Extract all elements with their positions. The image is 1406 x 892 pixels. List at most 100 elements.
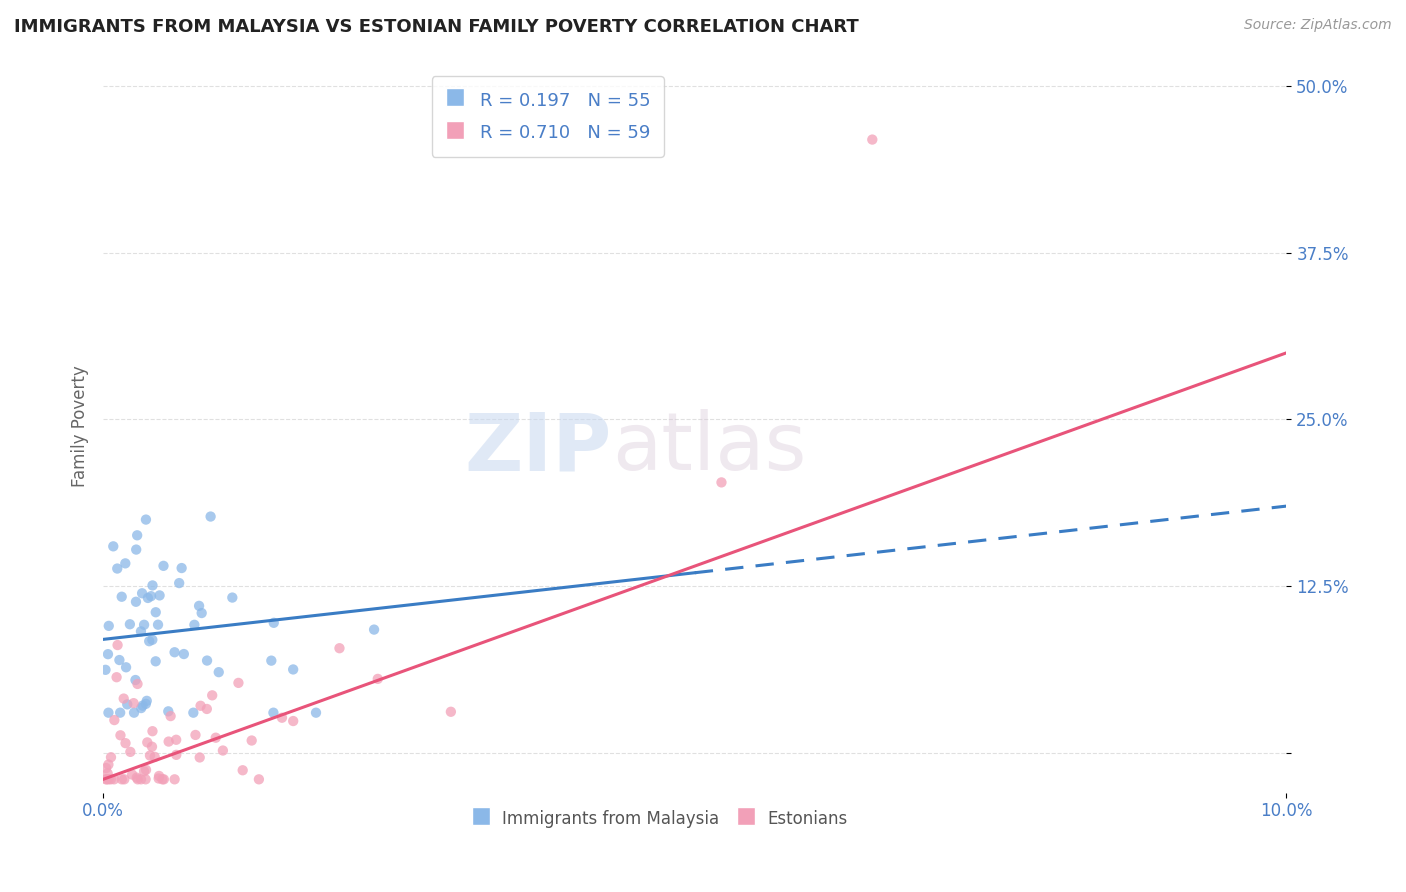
Point xyxy=(105,670,128,684)
Point xyxy=(97,766,120,780)
Point xyxy=(170,561,193,575)
Point xyxy=(260,654,283,668)
Point xyxy=(135,772,157,787)
Point xyxy=(141,632,163,647)
Point xyxy=(145,605,167,619)
Point xyxy=(363,623,385,637)
Point xyxy=(94,772,117,787)
Point xyxy=(127,528,149,542)
Point xyxy=(107,638,129,652)
Text: atlas: atlas xyxy=(612,409,807,487)
Point xyxy=(117,698,139,712)
Point xyxy=(131,586,153,600)
Point xyxy=(131,698,153,713)
Point xyxy=(195,654,218,668)
Point xyxy=(97,772,120,787)
Point xyxy=(263,615,285,630)
Point xyxy=(125,595,148,609)
Point xyxy=(228,676,250,690)
Point xyxy=(157,704,180,718)
Point xyxy=(129,701,152,715)
Point xyxy=(112,691,135,706)
Point xyxy=(440,705,463,719)
Point xyxy=(125,542,148,557)
Point xyxy=(710,475,733,490)
Y-axis label: Family Poverty: Family Poverty xyxy=(72,365,89,487)
Point xyxy=(141,578,163,592)
Text: IMMIGRANTS FROM MALAYSIA VS ESTONIAN FAMILY POVERTY CORRELATION CHART: IMMIGRANTS FROM MALAYSIA VS ESTONIAN FAM… xyxy=(14,18,859,36)
Point xyxy=(135,697,157,711)
Point xyxy=(183,706,205,720)
Point xyxy=(94,663,117,677)
Point xyxy=(152,558,174,573)
Point xyxy=(367,672,389,686)
Point xyxy=(148,772,170,786)
Text: ZIP: ZIP xyxy=(465,409,612,487)
Point xyxy=(127,772,149,787)
Point xyxy=(183,617,205,632)
Point xyxy=(96,772,118,787)
Point xyxy=(165,732,187,747)
Point xyxy=(143,750,166,764)
Point xyxy=(97,647,120,661)
Point xyxy=(135,694,157,708)
Point xyxy=(195,702,218,716)
Point xyxy=(159,709,181,723)
Point xyxy=(110,728,132,742)
Text: Source: ZipAtlas.com: Source: ZipAtlas.com xyxy=(1244,18,1392,32)
Point xyxy=(157,734,180,748)
Point xyxy=(115,660,138,674)
Point xyxy=(153,772,176,787)
Point xyxy=(108,653,131,667)
Point xyxy=(97,706,120,720)
Point xyxy=(188,599,211,613)
Point xyxy=(112,772,135,787)
Point xyxy=(114,736,136,750)
Point xyxy=(148,769,170,783)
Point xyxy=(200,509,222,524)
Point xyxy=(328,641,350,656)
Point xyxy=(188,750,211,764)
Point xyxy=(129,624,152,639)
Point xyxy=(247,772,270,787)
Point xyxy=(204,731,226,745)
Point xyxy=(122,696,145,710)
Point xyxy=(212,743,235,757)
Point xyxy=(132,764,155,779)
Point xyxy=(208,665,231,680)
Point xyxy=(184,728,207,742)
Point xyxy=(135,763,157,777)
Point xyxy=(141,739,163,754)
Point xyxy=(283,714,305,728)
Point xyxy=(262,706,284,720)
Point xyxy=(240,733,263,747)
Point xyxy=(163,645,186,659)
Point xyxy=(97,757,120,772)
Point xyxy=(283,663,305,677)
Point xyxy=(201,689,224,703)
Point xyxy=(190,698,212,713)
Point xyxy=(173,647,195,661)
Point xyxy=(132,617,155,632)
Point xyxy=(139,589,162,603)
Point xyxy=(103,539,125,553)
Legend: Immigrants from Malaysia, Estonians: Immigrants from Malaysia, Estonians xyxy=(464,801,855,836)
Point xyxy=(125,771,148,785)
Point xyxy=(114,557,136,571)
Point xyxy=(120,745,142,759)
Point xyxy=(124,673,146,687)
Point xyxy=(150,772,173,787)
Point xyxy=(122,706,145,720)
Point xyxy=(135,512,157,526)
Point xyxy=(138,634,160,648)
Point xyxy=(100,750,122,764)
Point xyxy=(118,617,141,632)
Point xyxy=(136,735,159,749)
Point xyxy=(860,132,883,146)
Point xyxy=(232,764,254,778)
Point xyxy=(271,711,294,725)
Point xyxy=(97,619,120,633)
Point xyxy=(145,654,167,668)
Point xyxy=(163,772,186,787)
Point xyxy=(94,761,117,775)
